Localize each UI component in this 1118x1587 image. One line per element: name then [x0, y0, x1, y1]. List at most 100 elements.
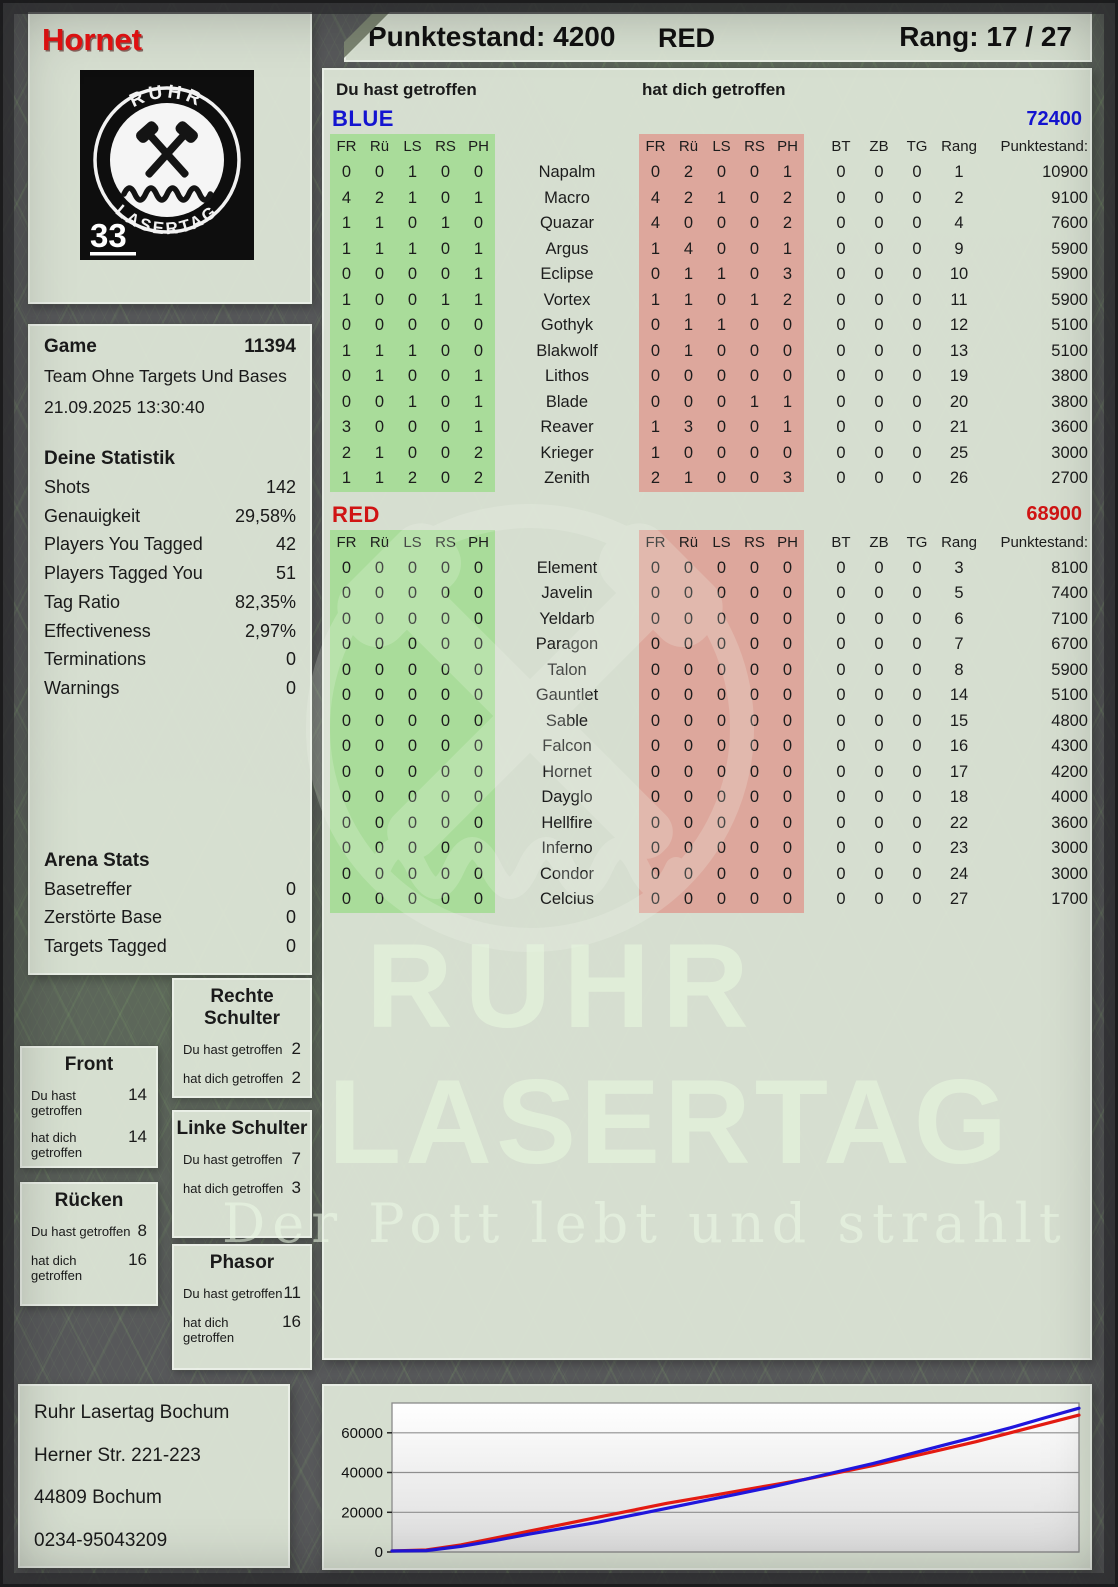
- you-hit-cell: 0: [396, 785, 429, 811]
- stat-value: 0: [285, 878, 296, 899]
- you-hit-cell: 0: [363, 708, 396, 734]
- hit-you-cell: 0: [705, 555, 738, 581]
- col-header: LS: [396, 134, 429, 160]
- you-hit-cell: 0: [396, 364, 429, 390]
- hit-you-cell: 4: [672, 236, 705, 262]
- you-hit-cell: 0: [462, 836, 495, 862]
- hit-you-cell: 0: [639, 683, 672, 709]
- col-header: PH: [771, 529, 804, 556]
- bt-cell: 0: [836, 341, 846, 360]
- hit-you-cell: 0: [771, 581, 804, 607]
- you-hit-cell: 0: [396, 581, 429, 607]
- you-hit-cell: 0: [396, 211, 429, 237]
- you-hit-cell: 2: [462, 440, 495, 466]
- plot-area: [391, 1402, 1080, 1553]
- player-name-cell: Javelin: [541, 584, 593, 602]
- hitbox-linke-schulter: Linke Schulter Du hast getroffen 7 hat di…: [172, 1110, 312, 1238]
- score-cell: 3600: [1051, 418, 1088, 436]
- col-header: Rü: [363, 529, 396, 556]
- col-header: FR: [330, 529, 363, 556]
- table-row: 1 1 0 1 0 Quazar 4 0 0 0 2 0 0 0 4 7600: [324, 211, 1090, 237]
- hit-you-cell: 0: [639, 555, 672, 581]
- hit-you-cell: 0: [705, 759, 738, 785]
- stat-label: Genauigkeit: [44, 505, 141, 526]
- col-header: Rang: [941, 138, 977, 155]
- stat-row: Zerstörte Base 0: [44, 903, 296, 932]
- tg-cell: 0: [912, 341, 922, 360]
- you-hit-cell: 0: [462, 581, 495, 607]
- you-hit-cell: 0: [429, 887, 462, 913]
- rank-cell: 27: [949, 890, 969, 908]
- zb-cell: 0: [874, 188, 884, 207]
- bt-cell: 0: [836, 660, 846, 679]
- hit-you-cell: 0: [771, 836, 804, 862]
- player-name-cell: Inferno: [541, 839, 593, 857]
- player-name-cell: Macro: [544, 188, 590, 207]
- player-name-cell: Falcon: [542, 737, 592, 755]
- bt-cell: 0: [836, 890, 846, 908]
- hit-you-cell: 0: [705, 466, 738, 492]
- team-name: RED: [332, 501, 380, 527]
- you-hit-cell: 0: [429, 759, 462, 785]
- stat-label: Targets Tagged: [44, 936, 167, 957]
- table-row: 0 0 0 0 0 Inferno 0 0 0 0 0 0 0 0 23 3000: [324, 836, 1090, 862]
- rank-cell: 24: [949, 864, 969, 883]
- zb-cell: 0: [874, 443, 884, 462]
- you-hit-cell: 0: [396, 861, 429, 887]
- table-header-row: FR Rü LS RS PH FR Rü LS RS PH BT ZB TG Rang Punktestan…: [324, 134, 1090, 160]
- hit-you-cell: 0: [738, 262, 771, 288]
- stat-row: Players You Tagged 42: [44, 530, 296, 559]
- you-hit-cell: 0: [363, 810, 396, 836]
- player-name: Hornet: [42, 22, 142, 57]
- player-name-cell: Paragon: [535, 635, 599, 653]
- you-hit-cell: 0: [429, 389, 462, 415]
- hit-you-value: 3: [291, 1178, 301, 1197]
- bt-cell: 0: [836, 839, 846, 857]
- game-id: 11394: [244, 336, 296, 357]
- teams-table-panel: Du hast getroffen hat dich getroffen BLU…: [322, 68, 1092, 1360]
- score-cell: 1700: [1051, 890, 1088, 908]
- zb-cell: 0: [874, 418, 884, 436]
- score-chart-panel: 0 20000 40000 60000: [322, 1384, 1092, 1570]
- game-label: Game: [44, 336, 97, 357]
- you-hit-cell: 0: [363, 734, 396, 760]
- bt-cell: 0: [836, 762, 846, 781]
- hit-you-cell: 0: [705, 440, 738, 466]
- table-row: 0 0 1 0 1 Blade 0 0 0 1 1 0 0 0 20 3800: [324, 389, 1090, 415]
- hit-you-value: 14: [128, 1127, 147, 1146]
- you-hit-cell: 0: [429, 861, 462, 887]
- hit-you-cell: 0: [738, 810, 771, 836]
- stat-row: Effectiveness 2,97%: [44, 617, 296, 646]
- you-hit-cell: 0: [462, 211, 495, 237]
- ruhr-lasertag-logo: RUHR LASERTAG 33: [80, 70, 254, 260]
- col-header: ZB: [869, 533, 889, 551]
- bt-cell: 0: [836, 163, 846, 181]
- you-hit-cell: 0: [462, 313, 495, 339]
- you-hit-value: 2: [291, 1039, 301, 1058]
- you-hit-cell: 0: [462, 657, 495, 683]
- tg-cell: 0: [912, 686, 922, 704]
- score-cell: 3000: [1051, 443, 1088, 462]
- bt-cell: 0: [836, 265, 846, 283]
- table-row: 4 2 1 0 1 Macro 4 2 1 0 2 0 0 0 2 9100: [324, 185, 1090, 211]
- rank-cell: 10: [949, 265, 969, 283]
- zb-cell: 0: [874, 762, 884, 781]
- player-name-cell: Yeldarb: [539, 609, 595, 628]
- table-row: 1 1 1 0 1 Argus 1 4 0 0 1 0 0 0 9 5900: [324, 236, 1090, 262]
- stat-rows: Shots 142 Genauigkeit 29,58% Players You Tag…: [44, 473, 296, 703]
- rank-cell: 25: [949, 443, 969, 462]
- hit-you-cell: 1: [672, 287, 705, 313]
- team-section: BLUE 72400 FR Rü LS RS PH FR Rü LS RS PH BT ZB TG Rang P…: [324, 104, 1090, 492]
- hit-you-cell: 0: [771, 887, 804, 913]
- hit-you-cell: 1: [639, 236, 672, 262]
- score-cell: 5100: [1051, 686, 1088, 704]
- player-name-cell: Vortex: [543, 290, 591, 309]
- you-hit-label: Du hast getroffen: [336, 80, 477, 99]
- you-hit-cell: 0: [462, 734, 495, 760]
- stat-label: Shots: [44, 477, 91, 497]
- you-hit-cell: 1: [330, 236, 363, 262]
- you-hit-cell: 0: [429, 236, 462, 262]
- stat-label: Basetreffer: [44, 878, 132, 899]
- you-hit-cell: 0: [363, 581, 396, 607]
